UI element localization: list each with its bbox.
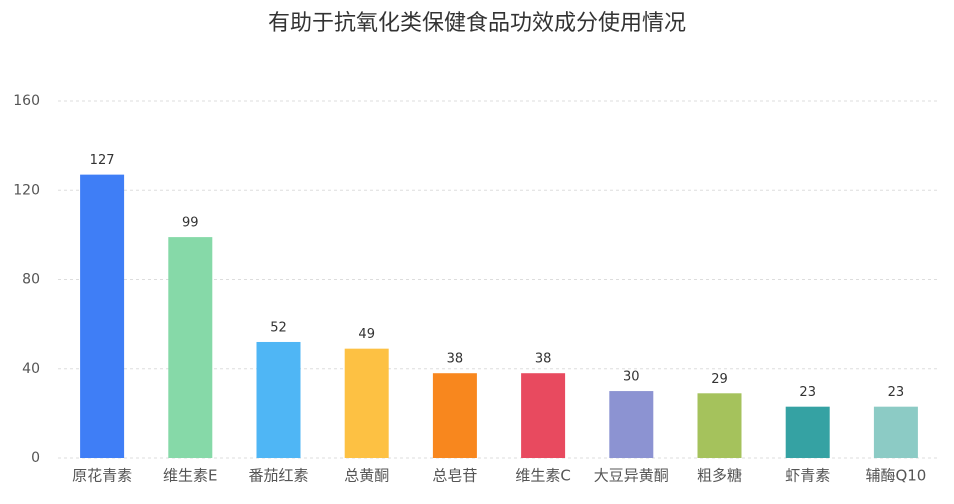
- y-tick-label: 40: [22, 361, 40, 377]
- data-label: 127: [90, 153, 115, 168]
- bar: [432, 373, 477, 458]
- x-tick-label: 番茄红素: [248, 467, 308, 485]
- bar: [873, 406, 918, 458]
- data-label: 49: [358, 327, 375, 342]
- data-label: 52: [270, 320, 287, 335]
- x-tick-label: 总皂苷: [432, 467, 477, 485]
- data-label: 38: [447, 352, 464, 367]
- x-tick-label: 维生素E: [163, 467, 217, 485]
- data-label: 29: [711, 372, 728, 387]
- data-label: 23: [888, 385, 905, 400]
- bar: [80, 174, 125, 458]
- x-tick-label: 粗多糖: [697, 467, 742, 485]
- y-tick-label: 120: [13, 182, 40, 198]
- x-tick-label: 大豆异黄酮: [594, 467, 669, 485]
- chart-title: 有助于抗氧化类保健食品功效成分使用情况: [268, 11, 686, 36]
- bar: [344, 348, 389, 458]
- bar: [256, 341, 301, 458]
- x-tick-label: 虾青素: [785, 467, 830, 485]
- data-label: 38: [535, 352, 552, 367]
- bar: [697, 393, 742, 458]
- data-label: 99: [182, 216, 199, 231]
- bar: [785, 406, 830, 458]
- x-tick-label: 原花青素: [72, 467, 132, 485]
- bar: [168, 237, 213, 458]
- y-tick-label: 80: [22, 272, 40, 288]
- y-tick-label: 0: [31, 450, 40, 466]
- x-tick-label: 辅酶Q10: [865, 467, 926, 485]
- bar: [609, 391, 654, 458]
- bar: [521, 373, 566, 458]
- y-tick-label: 160: [13, 93, 40, 109]
- x-tick-label: 维生素C: [515, 467, 570, 485]
- data-label: 23: [799, 385, 816, 400]
- data-label: 30: [623, 370, 640, 385]
- x-tick-label: 总黄酮: [344, 467, 389, 485]
